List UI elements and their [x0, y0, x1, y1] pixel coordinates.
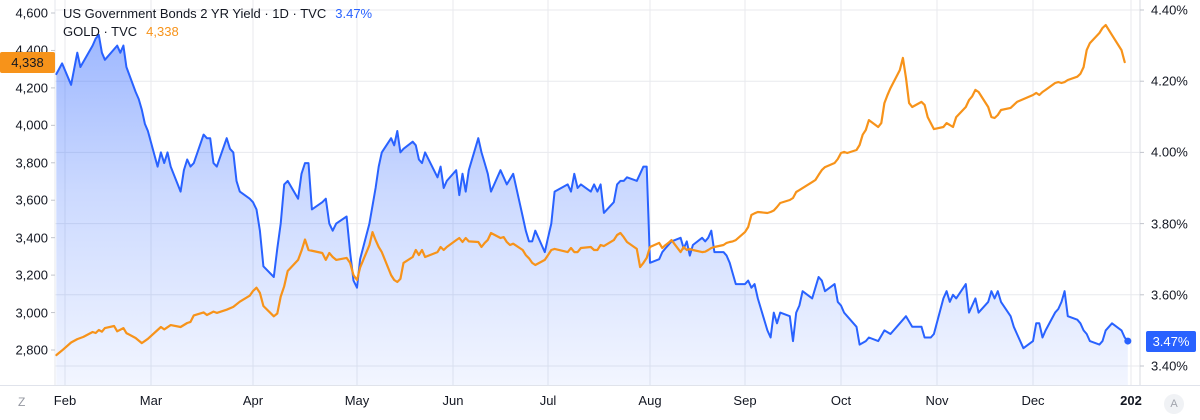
time-axis-month-label: May: [344, 393, 370, 408]
right-axis-tick-label: 3.80%: [1151, 216, 1188, 232]
legend: US Government Bonds 2 YR Yield · 1D · TV…: [63, 5, 372, 41]
right-axis-tick-label: 3.60%: [1151, 287, 1188, 303]
left-axis-tick-label: 3,400: [15, 230, 48, 246]
bond-yield-line[interactable]: [55, 33, 1129, 350]
right-axis-tick-label: 3.40%: [1151, 358, 1188, 374]
left-axis-tick-label: 2,800: [15, 342, 48, 358]
right-axis-tick-label: 4.20%: [1151, 73, 1188, 89]
right-axis-tick-label: 4.40%: [1151, 2, 1188, 18]
gold-line[interactable]: [55, 23, 1126, 357]
legend-gold-title[interactable]: GOLD · TVC: [63, 24, 138, 39]
time-axis-month-label: Dec: [1021, 393, 1045, 408]
left-axis-tick-label: 4,600: [15, 5, 48, 21]
time-axis-month-label: Sep: [733, 393, 757, 408]
time-axis-month-label: Nov: [925, 393, 949, 408]
legend-row-gold: GOLD · TVC 4,338: [63, 23, 372, 41]
bond-yield-area-fill: [56, 34, 1128, 386]
time-axis-year-label: 202: [1120, 393, 1142, 408]
left-axis-tick-label: 4,000: [15, 117, 48, 133]
left-axis-tick-label: 3,200: [15, 267, 48, 283]
left-axis-tick-label: 3,000: [15, 305, 48, 321]
left-axis-tick-label: 4,200: [15, 80, 48, 96]
bond-yield-last-point-marker: [1124, 337, 1132, 345]
time-axis-month-label: Apr: [242, 393, 264, 408]
gold-last-price-badge: 4,338: [0, 51, 55, 73]
left-axis-tick-label: 3,800: [15, 155, 48, 171]
auto-scale-button[interactable]: A: [1164, 394, 1184, 414]
time-axis-month-label: Jun: [442, 393, 464, 408]
legend-bonds-value: 3.47%: [335, 6, 373, 21]
legend-row-bonds: US Government Bonds 2 YR Yield · 1D · TV…: [63, 5, 372, 23]
time-axis-month-label: Jul: [539, 393, 557, 408]
left-axis-tick-label: 3,600: [15, 192, 48, 208]
timezone-label[interactable]: Z: [18, 395, 26, 409]
legend-gold-value: 4,338: [146, 24, 179, 39]
yield-last-price-badge: 3.47%: [1146, 330, 1196, 352]
time-axis-month-label: Feb: [53, 393, 77, 408]
time-axis-month-label: Aug: [638, 393, 662, 408]
time-axis-month-label: Oct: [830, 393, 852, 408]
right-axis-tick-label: 4.00%: [1151, 144, 1188, 160]
time-axis-month-label: Mar: [139, 393, 163, 408]
time-axis[interactable]: Z A Feb Mar Apr May Jun Jul Aug Sep Oct Nov Dec 202: [0, 385, 1200, 420]
legend-bonds-title[interactable]: US Government Bonds 2 YR Yield · 1D · TV…: [63, 6, 327, 21]
